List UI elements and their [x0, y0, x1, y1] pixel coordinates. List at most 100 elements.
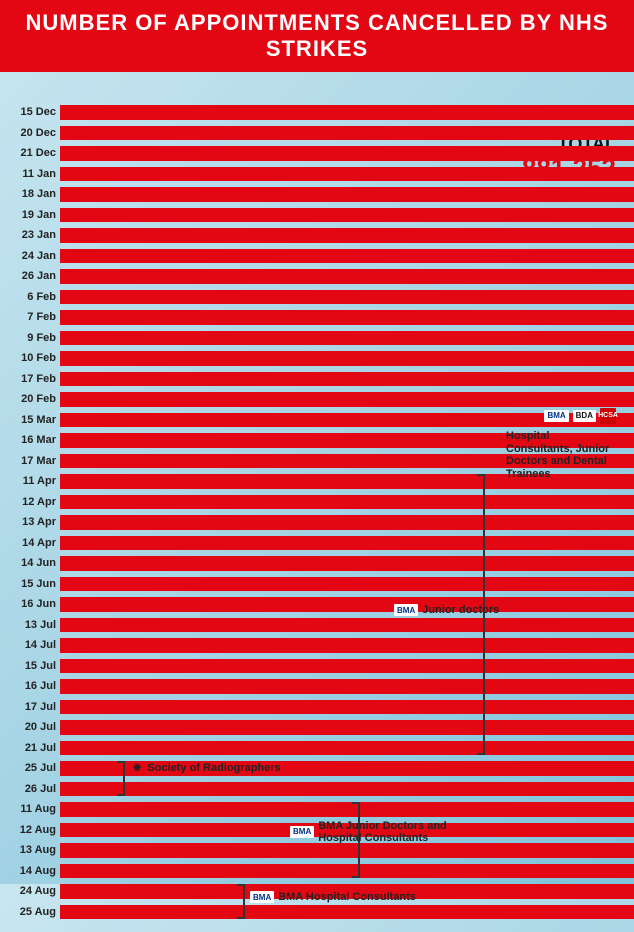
bar-row: 15 Jul: [10, 656, 624, 677]
bar-zone: [60, 738, 624, 759]
group-label: BMA Junior doctors: [394, 604, 499, 616]
bar-zone: [60, 594, 624, 615]
bar-zone: Nurses: [60, 123, 624, 144]
row-date: 21 Jul: [10, 742, 60, 754]
bar-row: 7 FebNurses: [10, 307, 624, 328]
row-date: 26 Jul: [10, 783, 60, 795]
bar-zone: ⚕Physiotherapists: [60, 266, 624, 287]
bar-zone: [60, 779, 624, 800]
bar-zone: UNISONAmbulance workers: [60, 348, 624, 369]
row-date: 11 Aug: [10, 803, 60, 815]
bar-row: 20 DecNurses: [10, 123, 624, 144]
bar-zone: GMBUNISON✓Ambulance workers: [60, 164, 624, 185]
bar-row: 23 JanUNISON✓Ambulance workers: [10, 225, 624, 246]
row-date: 24 Jan: [10, 250, 60, 262]
bar-zone: [60, 512, 624, 533]
bar-row: 21 DecGMBUNISON✓Ambulance workers: [10, 143, 624, 164]
bar-row: 14 Jul: [10, 635, 624, 656]
bar-row: 19 JanNurses: [10, 205, 624, 226]
bar: [60, 556, 634, 571]
bar-zone: [60, 656, 624, 677]
bar-row: 15 Jun: [10, 574, 624, 595]
bar-row: 16 Jun: [10, 594, 624, 615]
bar-row: 17 Jul: [10, 697, 624, 718]
row-date: 15 Jun: [10, 578, 60, 590]
bar: [60, 331, 634, 346]
group-label: BMABMA Junior Doctors and Hospital Consu…: [290, 820, 450, 844]
bar: [60, 105, 634, 120]
row-date: 11 Apr: [10, 475, 60, 487]
chart-area: 10,00020,00030,00040,00050,00060,000 TOT…: [0, 72, 634, 932]
bma-logo-icon: BMA: [290, 826, 314, 838]
bar-zone: GMB✓Nurses and Ambulance workers: [60, 287, 624, 308]
bar-zone: [60, 635, 624, 656]
row-date: 6 Feb: [10, 291, 60, 303]
bar-zone: [60, 902, 624, 923]
group-label-text: Junior doctors: [422, 604, 499, 616]
row-date: 21 Dec: [10, 147, 60, 159]
row-date: 20 Dec: [10, 127, 60, 139]
bma-logo-icon: BMA: [544, 410, 568, 422]
bar-row: 11 JanGMBUNISON✓Ambulance workers: [10, 164, 624, 185]
bar-zone: GMBAmbulance workers: [60, 246, 624, 267]
bar-row: 21 Jul: [10, 738, 624, 759]
bar: [60, 700, 634, 715]
bar: [60, 515, 634, 530]
bar: [60, 638, 634, 653]
bar-zone: Nurses: [60, 102, 624, 123]
bar-row: 25 Jul❋Society of Radiographers: [10, 758, 624, 779]
bar: [60, 659, 634, 674]
bar-row: 9 Feb⚕Physiotherapists: [10, 328, 624, 349]
row-date: 13 Aug: [10, 844, 60, 856]
row-date: 18 Jan: [10, 188, 60, 200]
bar-zone: [60, 861, 624, 882]
bar: [60, 741, 634, 756]
row-date: 26 Jan: [10, 270, 60, 282]
row-date: 12 Apr: [10, 496, 60, 508]
bar: [60, 597, 634, 612]
group-label-text: BMA Hospital Consultants: [278, 891, 416, 903]
row-date: 16 Mar: [10, 434, 60, 446]
row-date: 20 Jul: [10, 721, 60, 733]
bar: [60, 249, 634, 264]
row-date: 10 Feb: [10, 352, 60, 364]
bar-zone: [60, 697, 624, 718]
group-bracket: [237, 884, 245, 919]
bar: [60, 577, 634, 592]
bar-row: 15 Mar: [10, 410, 624, 431]
bda-logo-icon: BDA: [573, 410, 596, 422]
bar-zone: Nurses: [60, 184, 624, 205]
bar: [60, 126, 634, 141]
bar-rows: 15 DecNurses20 DecNurses21 DecGMBUNISON✓…: [10, 102, 624, 922]
bar-zone: ✓Ambulance workers: [60, 389, 624, 410]
bar-row: 24 JanGMBAmbulance workers: [10, 246, 624, 267]
bar: [60, 146, 634, 161]
bar: [60, 802, 634, 817]
bar: [60, 843, 634, 858]
bar-row: 12 Apr: [10, 492, 624, 513]
x-axis: 10,00020,00030,00040,00050,00060,000: [62, 80, 624, 98]
bar: [60, 187, 634, 202]
bar: [60, 167, 634, 182]
bar: [60, 782, 634, 797]
bar: [60, 864, 634, 879]
row-date: 20 Feb: [10, 393, 60, 405]
bma-logo-icon: BMA: [394, 604, 418, 616]
bar: [60, 905, 634, 920]
bar-zone: [60, 799, 624, 820]
bar: [60, 351, 634, 366]
row-date: 14 Apr: [10, 537, 60, 549]
row-date: 23 Jan: [10, 229, 60, 241]
bar-zone: [60, 410, 624, 431]
bar-zone: [60, 717, 624, 738]
row-date: 13 Apr: [10, 516, 60, 528]
row-date: 16 Jun: [10, 598, 60, 610]
bar-zone: GMBAmbulance workers: [60, 369, 624, 390]
bar-row: 10 FebUNISONAmbulance workers: [10, 348, 624, 369]
bar-row: 25 Aug: [10, 902, 624, 923]
bar: [60, 372, 634, 387]
row-date: 15 Jul: [10, 660, 60, 672]
row-date: 17 Feb: [10, 373, 60, 385]
bar-row: 11 Aug: [10, 799, 624, 820]
bar-zone: ❋Society of Radiographers: [60, 758, 624, 779]
